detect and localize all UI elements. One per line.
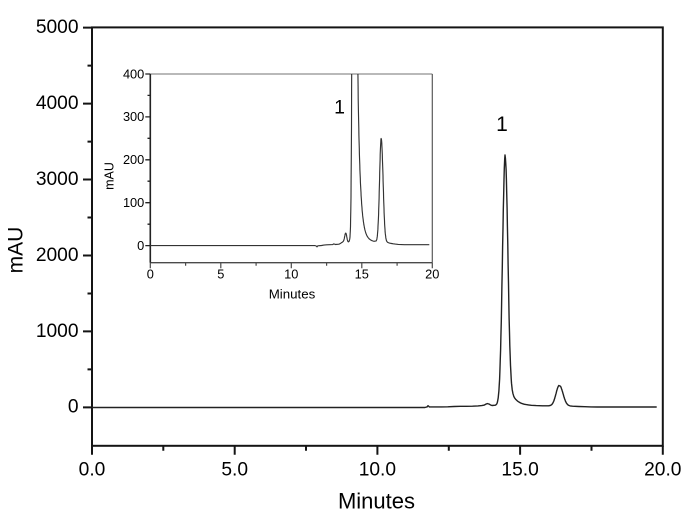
svg-text:mAU: mAU (102, 162, 116, 190)
svg-text:20: 20 (425, 266, 439, 281)
svg-text:1: 1 (334, 97, 345, 119)
svg-text:20.0: 20.0 (644, 459, 681, 480)
svg-text:0.0: 0.0 (79, 459, 106, 480)
svg-text:200: 200 (123, 152, 144, 167)
svg-text:5.0: 5.0 (221, 459, 248, 480)
svg-text:mAU: mAU (5, 227, 28, 274)
svg-text:300: 300 (123, 109, 144, 124)
svg-text:0: 0 (68, 397, 79, 418)
svg-text:10: 10 (284, 266, 298, 281)
svg-text:400: 400 (123, 66, 144, 81)
svg-text:Minutes: Minutes (269, 286, 316, 301)
svg-text:5000: 5000 (36, 17, 79, 38)
svg-text:0: 0 (147, 266, 154, 281)
svg-text:0: 0 (137, 238, 144, 253)
svg-text:2000: 2000 (36, 245, 79, 266)
svg-text:Minutes: Minutes (338, 489, 415, 514)
svg-text:15.0: 15.0 (501, 459, 538, 480)
svg-text:1000: 1000 (36, 321, 79, 342)
svg-text:4000: 4000 (36, 93, 79, 114)
svg-text:100: 100 (123, 195, 144, 210)
svg-text:10.0: 10.0 (359, 459, 396, 480)
svg-text:15: 15 (355, 266, 369, 281)
svg-text:5: 5 (217, 266, 224, 281)
svg-text:1: 1 (496, 113, 508, 136)
svg-text:3000: 3000 (36, 169, 79, 190)
